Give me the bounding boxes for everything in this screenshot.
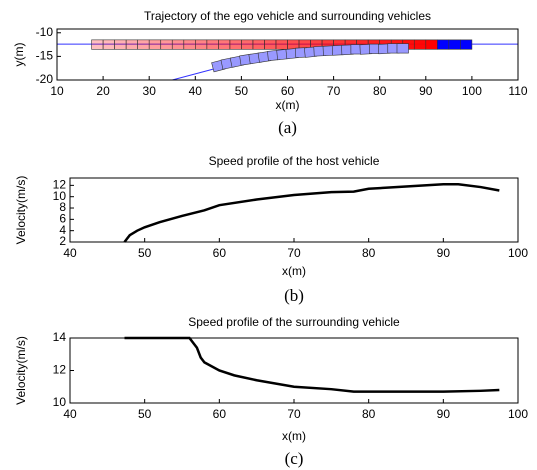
vehicle-box <box>448 39 461 50</box>
caption: (c) <box>285 449 304 468</box>
vehicle-box <box>102 39 115 50</box>
plot-area <box>70 178 518 242</box>
vehicle-box <box>229 39 242 50</box>
x-tick-label: 60 <box>281 84 295 98</box>
x-tick-label: 100 <box>462 84 482 98</box>
vehicle-box <box>137 39 150 50</box>
x-tick-label: 110 <box>508 84 527 98</box>
x-tick-label: 80 <box>362 407 376 421</box>
vehicle-box <box>413 39 427 50</box>
vehicle-box <box>460 39 473 50</box>
y-axis-label: Velocity(m/s) <box>14 336 28 405</box>
data-line <box>123 182 500 243</box>
x-tick-label: 70 <box>287 246 301 260</box>
x-tick-label: 40 <box>189 84 203 98</box>
vehicle-box <box>425 39 438 50</box>
x-tick-label: 80 <box>362 246 376 260</box>
x-tick-label: 40 <box>63 407 77 421</box>
x-tick-label: 50 <box>138 407 152 421</box>
y-tick-label: 12 <box>53 178 67 192</box>
vehicle-box <box>206 39 219 50</box>
x-axis-label: x(m) <box>282 264 306 278</box>
vehicle-box <box>114 39 127 50</box>
caption: (a) <box>278 118 297 137</box>
y-tick-label: 8 <box>59 200 66 214</box>
y-tick-label: -20 <box>36 72 54 86</box>
caption: (b) <box>284 286 304 305</box>
vehicle-box <box>264 39 277 50</box>
vehicle-box <box>91 39 104 50</box>
plot-frame <box>69 337 519 404</box>
y-tick-label: -15 <box>36 49 54 63</box>
x-tick-label: 70 <box>327 84 341 98</box>
x-axis-label: x(m) <box>282 429 306 443</box>
vehicle-box <box>183 39 196 50</box>
chart-title: Trajectory of the ego vehicle and surrou… <box>144 9 431 23</box>
vehicle-box <box>241 39 254 50</box>
x-tick-label: 30 <box>143 84 157 98</box>
vehicle-box <box>396 43 409 54</box>
x-tick-label: 40 <box>63 246 77 260</box>
plot-frame <box>69 177 519 243</box>
vehicle-box <box>218 39 231 50</box>
x-tick-label: 10 <box>50 84 64 98</box>
x-tick-label: 20 <box>96 84 110 98</box>
y-tick-label: 6 <box>59 212 66 226</box>
x-tick-label: 90 <box>419 84 433 98</box>
y-tick-label: -10 <box>36 25 54 39</box>
x-tick-label: 100 <box>508 246 528 260</box>
vehicle-box <box>275 39 288 50</box>
y-tick-label: 14 <box>53 330 67 344</box>
x-tick-label: 60 <box>213 246 227 260</box>
x-tick-label: 60 <box>213 407 227 421</box>
y-tick-label: 12 <box>53 363 67 377</box>
x-tick-label: 90 <box>437 407 451 421</box>
y-tick-label: 10 <box>53 395 67 409</box>
vehicle-box <box>148 39 162 50</box>
vehicle-box <box>171 39 185 50</box>
y-tick-label: 10 <box>53 189 67 203</box>
x-tick-label: 90 <box>437 246 451 260</box>
chart-title: Speed profile of the surrounding vehicle <box>188 315 400 329</box>
vehicle-box <box>160 39 173 50</box>
vehicle-box <box>195 39 208 50</box>
x-tick-label: 50 <box>138 246 152 260</box>
x-tick-label: 80 <box>373 84 387 98</box>
x-tick-label: 70 <box>287 407 301 421</box>
plot-area <box>70 338 518 403</box>
data-line <box>124 336 500 393</box>
vehicle-box <box>437 39 450 50</box>
y-axis-label: Velocity(m/s) <box>14 176 28 245</box>
y-axis-label: y(m) <box>12 43 26 67</box>
y-tick-label: 2 <box>59 234 66 248</box>
chart-title: Speed profile of the host vehicle <box>209 154 380 168</box>
plot-frame <box>56 28 519 81</box>
y-tick-label: 4 <box>59 223 66 237</box>
x-tick-label: 100 <box>508 407 528 421</box>
vehicle-box <box>252 39 265 50</box>
vehicle-box <box>125 39 138 50</box>
x-axis-label: x(m) <box>276 98 300 112</box>
x-tick-label: 50 <box>235 84 249 98</box>
